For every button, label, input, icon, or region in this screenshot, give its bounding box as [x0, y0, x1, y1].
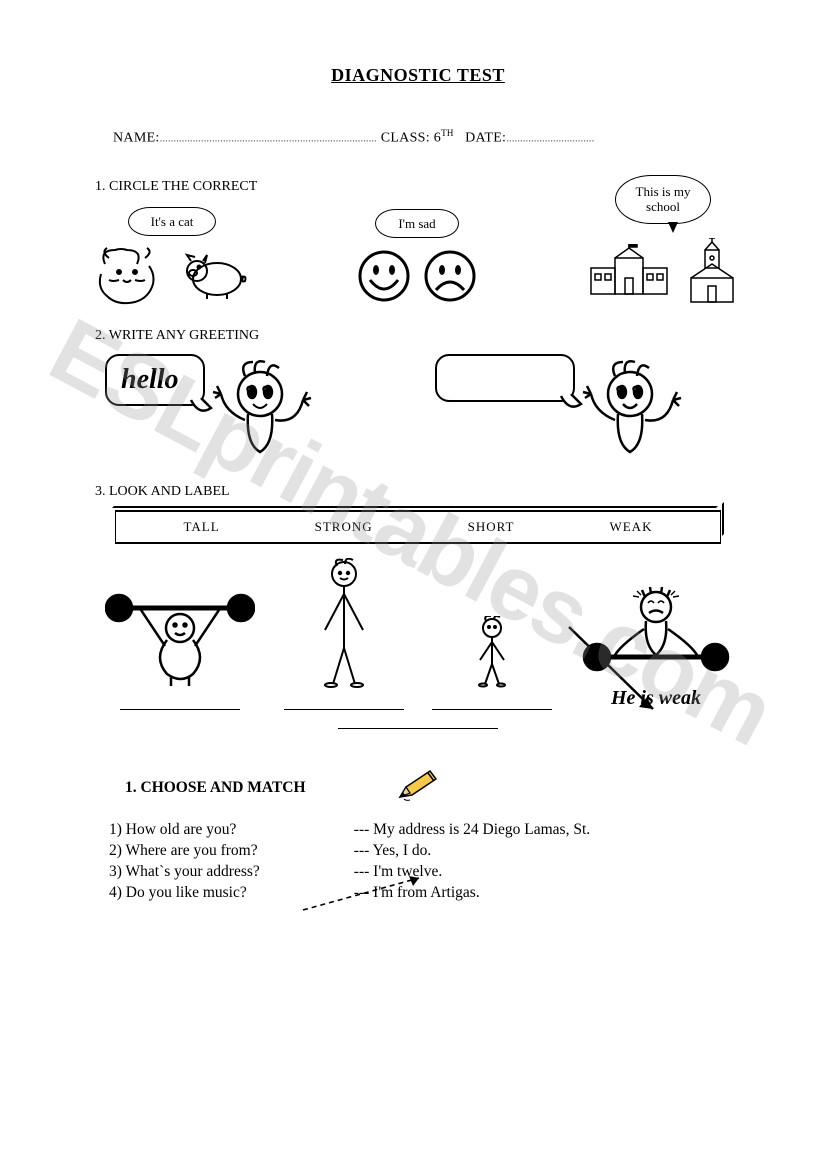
- ex4[interactable]: 1) How old are you? 2) Where are you fro…: [109, 818, 741, 905]
- q1[interactable]: 1) How old are you?: [109, 821, 260, 839]
- a1[interactable]: --- My address is 24 Diego Lamas, St.: [354, 821, 590, 839]
- header-fields: NAME:...................................…: [95, 128, 741, 147]
- greeting-blank[interactable]: [435, 354, 685, 464]
- bubble-school-l2: school: [646, 199, 680, 214]
- fig-strong[interactable]: [105, 578, 255, 710]
- ex4-questions: 1) How old are you? 2) Where are you fro…: [109, 818, 260, 905]
- school-icon: [585, 244, 673, 300]
- q3[interactable]: 3) What`s your address?: [109, 863, 260, 881]
- lion-icon: [95, 246, 167, 308]
- blank-strong[interactable]: [120, 696, 240, 710]
- ex4-heading: 1. CHOOSE AND MATCH: [125, 767, 741, 808]
- arrow-weak-icon: [561, 623, 671, 723]
- ex2-heading: 2. WRITE ANY GREETING: [95, 328, 741, 344]
- blank-short[interactable]: [432, 696, 552, 710]
- page-title: DIAGNOSTIC TEST: [95, 65, 741, 86]
- ex3-heading: 3. LOOK AND LABEL: [95, 484, 741, 500]
- name-label: NAME:: [113, 131, 160, 146]
- q4[interactable]: 4) Do you like music?: [109, 884, 260, 902]
- ex1: It's a cat: [95, 175, 741, 309]
- ex1-pair-b[interactable]: [356, 248, 478, 304]
- speech-tail-icon: [189, 398, 213, 418]
- class-label: CLASS: 6: [381, 131, 441, 146]
- date-blank[interactable]: ................................: [506, 133, 594, 145]
- happy-face-icon: [356, 248, 412, 304]
- word-weak: WEAK: [609, 519, 652, 535]
- tall-man-icon: [309, 558, 379, 688]
- waving-boy-icon: [575, 354, 685, 464]
- bubble-sad: I'm sad: [375, 209, 458, 239]
- match-arrow-icon: [299, 874, 429, 914]
- ex1-col-b: I'm sad: [356, 209, 478, 305]
- bubble-school: This is my school: [615, 175, 712, 224]
- a2[interactable]: --- Yes, I do.: [354, 842, 590, 860]
- fig-short[interactable]: [432, 616, 552, 710]
- strong-man-icon: [105, 578, 255, 688]
- pig-icon: [177, 249, 249, 305]
- word-short: SHORT: [468, 519, 515, 535]
- ex2: hello: [105, 354, 741, 464]
- date-label: DATE:: [465, 131, 506, 146]
- speech-tail-icon: [559, 394, 583, 414]
- short-man-icon: [467, 616, 517, 688]
- name-blank[interactable]: ........................................…: [160, 133, 377, 145]
- ex1-col-a: It's a cat: [95, 207, 249, 309]
- underline-center: [338, 728, 498, 729]
- bubble-cat: It's a cat: [128, 207, 217, 237]
- word-tall: TALL: [183, 519, 219, 535]
- pencil-icon: [396, 767, 440, 808]
- ex1-col-c: This is my school: [585, 175, 741, 306]
- word-box: TALL STRONG SHORT WEAK: [115, 510, 721, 544]
- ex4-head-text: 1. CHOOSE AND MATCH: [125, 779, 306, 797]
- speech-blank[interactable]: [435, 354, 575, 402]
- sad-face-icon: [422, 248, 478, 304]
- blank-tall[interactable]: [284, 696, 404, 710]
- waving-boy-icon: [205, 354, 315, 464]
- q2[interactable]: 2) Where are you from?: [109, 842, 260, 860]
- bubble-school-l1: This is my: [636, 184, 691, 199]
- greeting-example: hello: [105, 354, 315, 464]
- ex1-pair-c[interactable]: [585, 238, 741, 306]
- word-strong: STRONG: [315, 519, 373, 535]
- class-super: TH: [441, 128, 454, 138]
- ex1-pair-a[interactable]: [95, 246, 249, 308]
- fig-tall[interactable]: [284, 558, 404, 710]
- page: ESLprintables.com DIAGNOSTIC TEST NAME:.…: [0, 0, 821, 955]
- church-icon: [683, 238, 741, 306]
